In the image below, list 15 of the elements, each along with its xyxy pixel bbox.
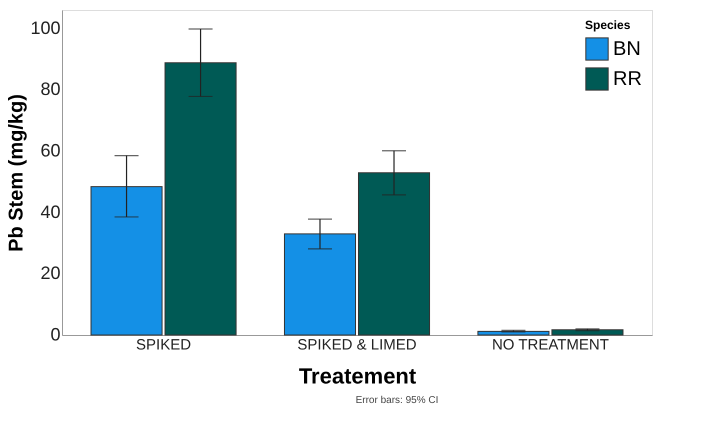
y-tick-label: 100 [30, 18, 60, 38]
x-axis-title: Treatement [298, 364, 417, 388]
text: Error bars: 95% CI [356, 395, 438, 406]
legend-label: RR [613, 68, 642, 90]
x-tick-label: SPIKED & LIMED [297, 336, 417, 354]
x-tick-label: NO TREATMENT [492, 336, 609, 354]
y-tick-label: 80 [40, 79, 60, 100]
y-tick-label: 20 [40, 263, 60, 284]
legend-label: BN [613, 38, 641, 60]
y-tick-label: 60 [40, 140, 60, 161]
legend-title: Species [585, 18, 631, 32]
y-tick-label: 0 [50, 324, 60, 344]
x-tick-label: SPIKED [136, 336, 192, 354]
y-tick-label: 40 [40, 202, 60, 222]
y-axis-title: Pb Stem (mg/kg) [5, 94, 28, 252]
